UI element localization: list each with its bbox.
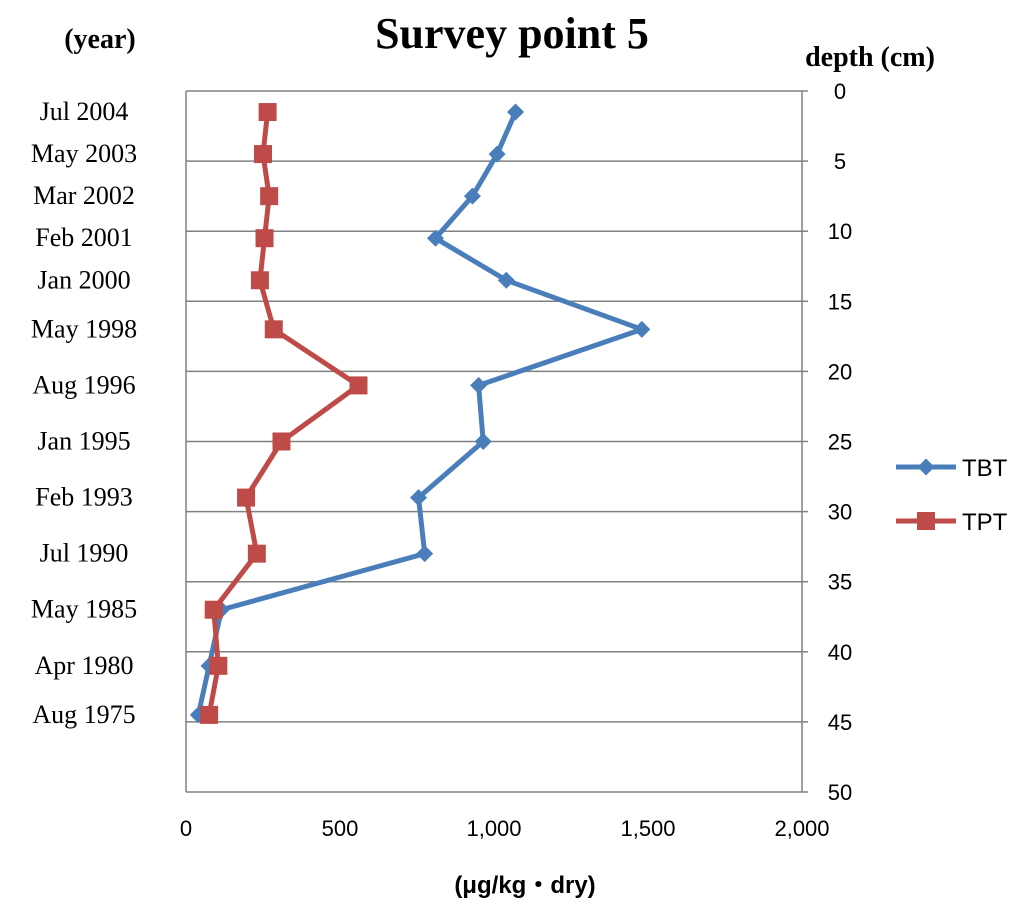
depth-tick-label: 20 — [828, 359, 852, 384]
depth-tick-label: 10 — [828, 219, 852, 244]
tpt-data-point — [209, 656, 228, 675]
axes — [185, 90, 808, 793]
tpt-data-point — [260, 187, 279, 206]
depth-tick-label: 35 — [828, 570, 852, 595]
tpt-data-point — [255, 229, 274, 248]
x-tick-labels: 0 500 1,000 1,500 2,000 — [180, 816, 830, 841]
year-tick-label: Jan 2000 — [37, 265, 130, 294]
x-tick-label: 1,000 — [466, 816, 521, 841]
depth-tick-label: 30 — [828, 500, 852, 525]
tbt-data-point — [497, 271, 515, 289]
tpt-data-point — [264, 320, 283, 339]
tbt-data-point — [488, 145, 506, 163]
year-tick-label: May 1998 — [31, 314, 137, 343]
depth-tick-labels: 0 5 10 15 20 25 30 35 40 45 50 — [828, 79, 852, 805]
gridlines — [186, 90, 802, 723]
year-tick-label: Aug 1996 — [32, 370, 135, 399]
depth-tick-label: 45 — [828, 710, 852, 735]
tpt-data-point — [237, 488, 256, 507]
tbt-data-point — [470, 376, 488, 394]
tbt-data-point — [633, 320, 651, 338]
depth-tick-label: 0 — [834, 79, 846, 104]
tpt-data-point — [247, 544, 266, 563]
tbt-legend-label: TBT — [962, 455, 1008, 482]
chart-title: Survey point 5 — [375, 9, 649, 58]
tpt-legend-marker — [917, 512, 935, 530]
depth-tick-label: 25 — [828, 430, 852, 455]
year-tick-label: Apr 1980 — [35, 651, 134, 680]
depth-tick-label: 15 — [828, 289, 852, 314]
tbt-data-point — [474, 433, 492, 450]
year-tick-label: May 2003 — [31, 139, 137, 168]
x-axis-label: (μg/kg・dry) — [454, 872, 595, 899]
year-tick-label: Aug 1975 — [32, 700, 135, 729]
year-tick-label: Jul 2004 — [40, 97, 129, 126]
year-tick-label: Mar 2002 — [33, 181, 135, 210]
tpt-data-point — [349, 376, 368, 395]
year-tick-label: Feb 2001 — [35, 223, 133, 252]
tpt-series-line — [206, 109, 361, 718]
tpt-data-point — [272, 432, 291, 451]
tbt-data-point — [463, 187, 481, 205]
year-tick-label: Jul 1990 — [40, 539, 129, 568]
tpt-data-point — [200, 705, 219, 724]
year-tick-label: May 1985 — [31, 595, 137, 624]
tbt-data-point — [507, 103, 525, 121]
x-tick-label: 0 — [180, 816, 192, 841]
legend: TBT TPT — [896, 455, 1008, 536]
depth-tick-label: 40 — [828, 640, 852, 665]
x-tick-label: 500 — [322, 816, 359, 841]
year-tick-labels: Jul 2004 May 2003 Mar 2002 Feb 2001 Jan 2000… — [31, 97, 137, 729]
tpt-data-point — [250, 271, 269, 290]
year-tick-label: Feb 1993 — [35, 483, 133, 512]
tbt-data-point — [426, 229, 444, 247]
tpt-legend-label: TPT — [962, 509, 1008, 536]
depth-tick-label: 50 — [828, 780, 852, 805]
series — [189, 103, 651, 724]
x-tick-label: 2,000 — [774, 816, 829, 841]
x-tick-label: 1,500 — [620, 816, 675, 841]
year-axis-label: (year) — [64, 24, 136, 55]
tpt-data-point — [258, 103, 277, 122]
depth-axis-label: depth (cm) — [805, 42, 935, 73]
year-tick-label: Jan 1995 — [37, 427, 130, 456]
tpt-data-point — [254, 145, 272, 164]
tbt-data-point — [410, 489, 428, 507]
depth-tick-label: 5 — [834, 149, 846, 174]
tbt-legend-marker — [917, 458, 935, 476]
tbt-data-point — [416, 545, 434, 563]
tpt-data-point — [204, 600, 223, 619]
